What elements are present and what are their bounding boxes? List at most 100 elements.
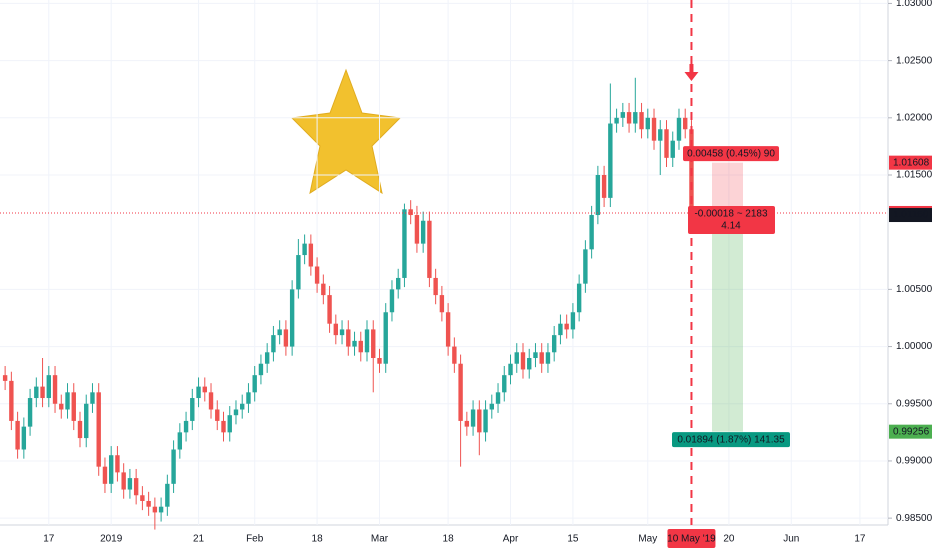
candle-body (346, 329, 351, 347)
last-price-label: 1.01150 (893, 210, 929, 221)
candle-body (352, 340, 357, 347)
candle-body (165, 483, 170, 507)
candle-body (171, 449, 176, 484)
center-label: -0.00018 ~ 2183 (694, 209, 768, 220)
candle-body (158, 506, 164, 513)
candle-body (233, 409, 239, 416)
candle-body (115, 455, 120, 473)
candle-body (71, 392, 76, 421)
x-tick-label: Mar (371, 534, 389, 545)
candle-body (639, 112, 644, 130)
candle-body (539, 352, 544, 364)
candle-body (614, 117, 619, 124)
candle-body (140, 495, 145, 501)
candle-body (595, 175, 601, 216)
candle-body (283, 329, 289, 347)
x-tick-label: 17 (43, 534, 55, 545)
candle-body (658, 129, 663, 141)
cursor-label-box (667, 529, 716, 548)
x-tick-label: May (638, 534, 657, 545)
candle-body (402, 209, 407, 278)
candle-body (483, 409, 488, 433)
candle-body (527, 358, 532, 370)
candle-body (264, 352, 270, 364)
y-tick-label: 0.99500 (896, 398, 932, 409)
candle-body (626, 112, 632, 124)
candle-body (670, 140, 675, 158)
candle-body (551, 335, 557, 353)
stop-label: 0.00458 (0.45%) 90 (687, 148, 775, 159)
stop-label-box (683, 146, 779, 162)
candle-body (489, 403, 494, 410)
y-tick-label: 1.02000 (896, 112, 932, 123)
candle-body (221, 420, 226, 433)
candle-body (396, 277, 401, 290)
x-tick-label: 21 (193, 534, 205, 545)
candle-body (196, 386, 201, 399)
candle-body (633, 112, 638, 124)
candle-body (676, 117, 682, 141)
candle-body (121, 472, 126, 490)
candle-body (52, 375, 58, 404)
candle-body (177, 432, 183, 450)
candle-body (133, 478, 139, 496)
y-tick-label: 1.00000 (896, 341, 932, 352)
stop-price-label-box (889, 155, 932, 170)
candle-body (439, 295, 445, 313)
center-sublabel: 4.14 (721, 221, 741, 232)
last-price-label-box (889, 208, 932, 223)
target-label: 0.01894 (1.87%) 141.35 (677, 434, 785, 445)
y-tick-label: 1.02500 (896, 55, 932, 66)
candle-body (2, 375, 8, 381)
candle-body (427, 220, 432, 278)
candle-body (377, 358, 382, 364)
candle-body (408, 209, 413, 216)
stop-price-label: 1.01608 (893, 157, 930, 168)
candle-body (502, 375, 507, 393)
candle-body (296, 255, 301, 290)
candle-body (514, 352, 519, 364)
candle-body (102, 466, 108, 484)
candle-body (545, 352, 551, 364)
candle-body (21, 426, 27, 450)
candle-body (389, 289, 395, 313)
candle-body (46, 375, 51, 399)
candle-body (127, 478, 133, 490)
candle-body (215, 409, 220, 421)
candle-body (252, 375, 257, 393)
candle-body (277, 329, 282, 336)
candle-body (558, 323, 563, 336)
candle-body (15, 420, 20, 450)
candle-body (40, 386, 45, 399)
y-tick-label: 1.00500 (896, 284, 932, 295)
candle-body (208, 392, 214, 410)
candle-body (77, 420, 83, 439)
candle-body (620, 112, 626, 118)
candle-body (433, 277, 438, 296)
target-price-label-box (889, 424, 932, 439)
candle-body (533, 352, 538, 359)
candle-body (608, 123, 613, 198)
candle-body (664, 129, 669, 158)
candle-body (327, 295, 332, 324)
candle-body (65, 392, 70, 410)
candle-body (520, 352, 526, 370)
candle-body (240, 403, 245, 410)
candle-body (59, 403, 64, 410)
candle-body (651, 117, 657, 141)
candle-body (271, 335, 276, 353)
candle-body (508, 363, 513, 376)
candle-body (458, 363, 463, 421)
x-tick-label: 17 (854, 534, 866, 545)
candle-body (227, 415, 232, 433)
candle-body (583, 249, 588, 284)
candle-body (495, 392, 501, 404)
candle-body (570, 312, 576, 330)
candle-body (152, 506, 158, 513)
candle-body (477, 409, 482, 433)
candle-body (383, 312, 388, 364)
target-price-label: 0.99256 (893, 426, 930, 437)
candle-body (146, 500, 151, 507)
